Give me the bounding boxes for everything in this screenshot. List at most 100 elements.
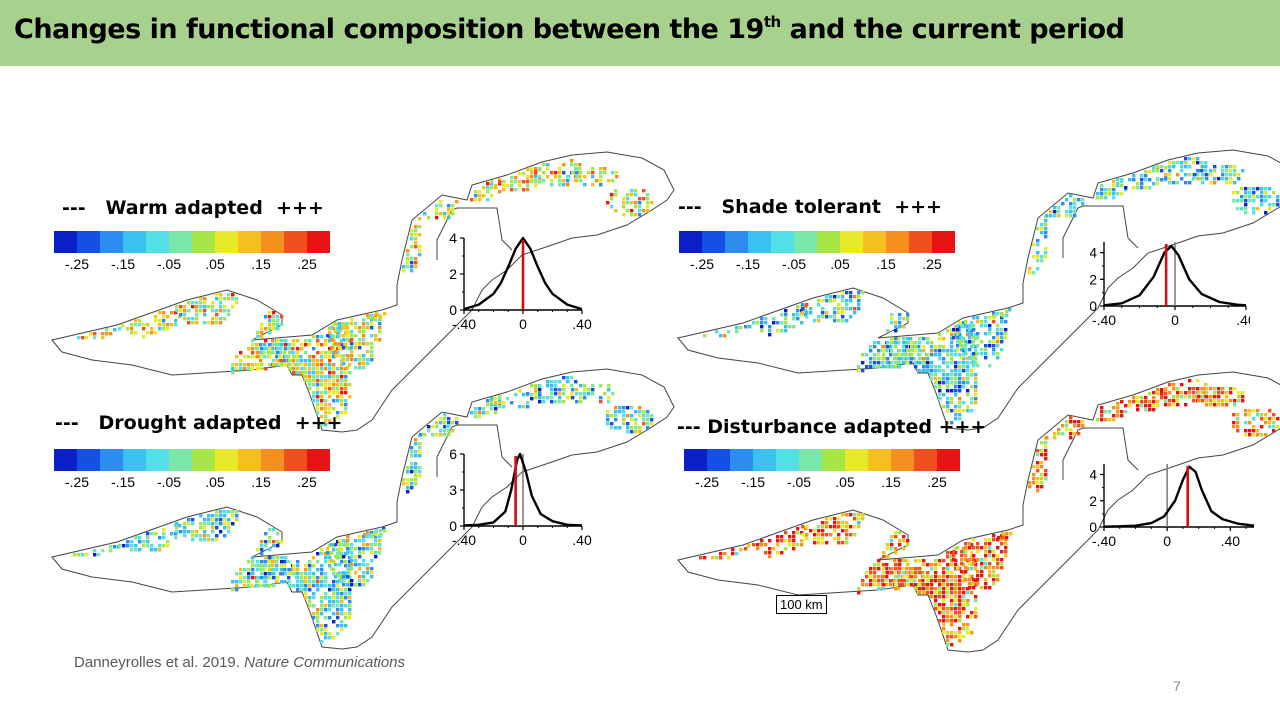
grid-cell — [146, 536, 150, 540]
grid-cell — [780, 551, 784, 555]
grid-cell — [917, 345, 921, 349]
grid-cell — [348, 612, 352, 616]
grid-cell — [312, 379, 316, 383]
grid-cell — [1036, 259, 1040, 263]
grid-cell — [966, 369, 970, 373]
grid-cell — [877, 567, 881, 571]
grid-cell — [1120, 414, 1124, 418]
grid-cell — [962, 381, 966, 385]
grid-cell — [958, 635, 962, 639]
grid-cell — [283, 560, 287, 564]
grid-cell — [607, 384, 611, 388]
grid-cell — [340, 387, 344, 391]
grid-cell — [498, 397, 502, 401]
grid-cell — [280, 556, 284, 560]
grid-cell — [510, 401, 514, 405]
grid-cell — [292, 584, 296, 588]
grid-cell — [215, 297, 219, 301]
grid-cell — [283, 351, 287, 355]
grid-cell — [845, 319, 849, 323]
grid-cell — [857, 291, 861, 295]
grid-cell — [1229, 181, 1233, 185]
grid-cell — [914, 587, 918, 591]
grid-cell — [930, 341, 934, 345]
grid-cell — [260, 540, 264, 544]
grid-cell — [992, 550, 996, 554]
x-tick-label: 0 — [519, 316, 527, 332]
grid-cell — [1061, 424, 1065, 428]
grid-cell — [260, 564, 264, 568]
grid-cell — [984, 344, 988, 348]
grid-cell — [332, 560, 336, 564]
grid-cell — [358, 551, 362, 555]
grid-cell — [886, 357, 890, 361]
grid-cell — [1244, 195, 1248, 199]
grid-cell — [344, 367, 348, 371]
grid-cell — [890, 567, 894, 571]
grid-cell — [909, 361, 913, 365]
grid-cell — [630, 418, 634, 422]
grid-cell — [296, 568, 300, 572]
grid-cell — [227, 293, 231, 297]
grid-cell — [1209, 173, 1213, 177]
grid-cell — [324, 580, 328, 584]
grid-cell — [607, 179, 611, 183]
grid-cell — [877, 579, 881, 583]
grid-cell — [950, 373, 954, 377]
grid-cell — [219, 309, 223, 313]
grid-cell — [256, 331, 260, 335]
grid-cell — [813, 533, 817, 537]
grid-cell — [304, 596, 308, 600]
grid-cell — [370, 358, 374, 362]
grid-cell — [575, 392, 579, 396]
grid-cell — [1004, 320, 1008, 324]
grid-cell — [538, 180, 542, 184]
grid-cell — [256, 560, 260, 564]
grid-cell — [375, 533, 379, 537]
grid-cell — [1152, 404, 1156, 408]
grid-cell — [950, 603, 954, 607]
grid-cell — [268, 540, 272, 544]
grid-cell — [1164, 399, 1168, 403]
grid-cell — [418, 470, 422, 474]
grid-cell — [634, 422, 638, 426]
grid-cell — [183, 313, 187, 317]
grid-cell — [272, 568, 276, 572]
grid-cell — [1144, 404, 1148, 408]
grid-cell — [447, 204, 451, 208]
grid-cell — [942, 583, 946, 587]
colorbar-swatch — [146, 449, 169, 471]
grid-cell — [1229, 169, 1233, 173]
grid-cell — [312, 359, 316, 363]
grid-cell — [902, 575, 906, 579]
grid-cell — [203, 530, 207, 534]
grid-cell — [1036, 251, 1040, 255]
grid-cell — [358, 583, 362, 587]
grid-cell — [958, 373, 962, 377]
grid-cell — [1180, 383, 1184, 387]
grid-cell — [1188, 157, 1192, 161]
grid-cell — [346, 354, 350, 358]
grid-cell — [562, 388, 566, 392]
grid-cell — [1081, 202, 1085, 206]
grid-cell — [1164, 392, 1168, 396]
grid-cell — [423, 212, 427, 216]
grid-cell — [886, 571, 890, 575]
grid-cell — [942, 377, 946, 381]
grid-cell — [968, 582, 972, 586]
grid-cell — [756, 543, 760, 547]
grid-cell — [1073, 432, 1077, 436]
grid-cell — [958, 325, 962, 329]
grid-cell — [772, 321, 776, 325]
grid-cell — [611, 171, 615, 175]
grid-cell — [1205, 403, 1209, 407]
grid-cell — [344, 616, 348, 620]
grid-cell — [1057, 210, 1061, 214]
grid-cell — [1104, 410, 1108, 414]
grid-cell — [320, 604, 324, 608]
grid-cell — [962, 409, 966, 413]
grid-cell — [962, 349, 966, 353]
grid-cell — [984, 538, 988, 542]
grid-cell — [952, 550, 956, 554]
grid-cell — [603, 167, 607, 171]
